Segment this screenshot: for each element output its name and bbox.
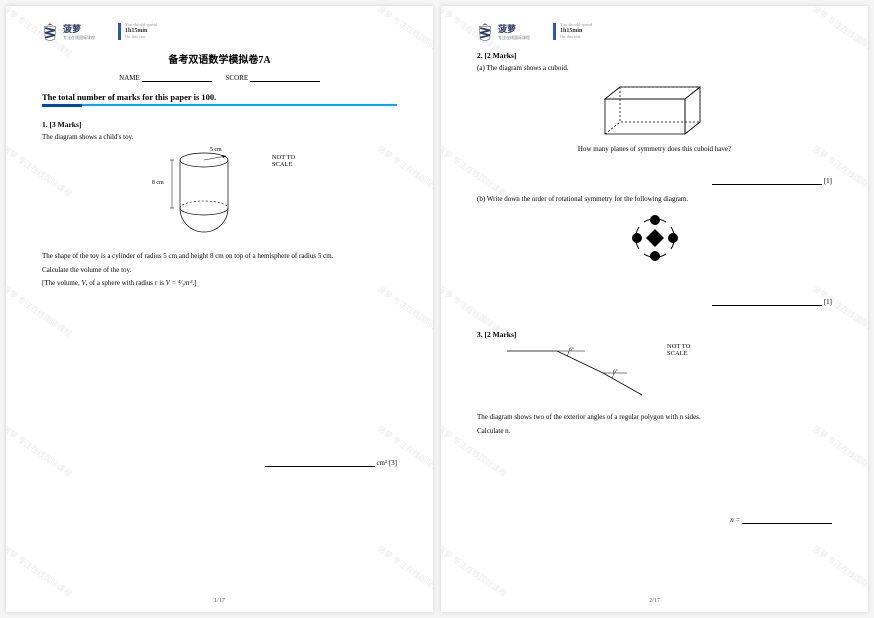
- watermark: 菠萝 专注在线国际课程: [6, 543, 74, 599]
- q1-figure: 5 cm 8 cm: [144, 146, 254, 248]
- q1-b3-is: is: [158, 279, 166, 287]
- q3-ans-label: n =: [730, 516, 740, 524]
- brand-logo-icon: [42, 23, 58, 41]
- q2b-answer-line: [1]: [477, 298, 832, 306]
- brand-sub: 专注在线国际课程: [63, 35, 95, 41]
- brand-sub: 专注在线国际课程: [498, 35, 530, 41]
- time-box: You should spend 1h15min On this test: [553, 23, 592, 39]
- watermark: 菠萝 专注在线国际课程: [441, 543, 509, 599]
- q1-answer-unit: cm³ [3]: [376, 459, 397, 467]
- q1-figure-row: 5 cm 8 cm NOT TO SCALE: [42, 146, 397, 248]
- q1-b3-mid: , of a sphere with radius: [86, 279, 155, 287]
- score-blank[interactable]: [250, 74, 320, 82]
- q3-body2: Calculate n.: [477, 427, 832, 436]
- q1-answer-blank[interactable]: [265, 460, 375, 467]
- watermark: 菠萝 专注在线国际课程: [375, 543, 433, 599]
- time-line3: On this test: [560, 35, 592, 40]
- name-score-row: NAME SCORE: [42, 74, 397, 82]
- q2a-answer-line: [1]: [477, 177, 832, 185]
- header: 菠萝 专注在线国际课程 You should spend 1h15min On …: [477, 22, 832, 41]
- page1-footer: 1/17: [6, 598, 433, 604]
- q3-angle1: 6°: [569, 347, 574, 353]
- q3-body1: The diagram shows two of the exterior an…: [477, 413, 832, 422]
- q1-b3-pre: [The volume,: [42, 279, 81, 287]
- name-label: NAME: [119, 74, 140, 82]
- q2-head: 2. [2 Marks]: [477, 51, 832, 60]
- brand-name-block: 菠萝 专注在线国际课程: [63, 22, 95, 41]
- q1-b3-formula: V = ⁴⁄₃πr³: [166, 279, 193, 287]
- q1-b3-post: .]: [192, 279, 196, 287]
- q3-not-to-scale: NOT TO SCALE: [667, 343, 690, 357]
- watermark: 菠萝 专注在线国际课程: [6, 283, 74, 339]
- q1-head: 1. [3 Marks]: [42, 120, 397, 129]
- time-line3: On this test: [125, 35, 157, 40]
- brand-name-block: 菠萝 专注在线国际课程: [498, 22, 530, 41]
- q1-not-to-scale: NOT TO SCALE: [272, 154, 295, 168]
- q2a-figure: [477, 79, 832, 141]
- q1-dim-h: 8 cm: [152, 180, 164, 186]
- paper-title: 备考双语数学模拟卷7A: [42, 51, 397, 66]
- exam-page-1: 菠萝 专注在线国际课程 菠萝 专注在线国际课程 菠萝 专注在线国际课程 菠萝 专…: [6, 6, 433, 612]
- q2a-question: How many planes of symmetry does this cu…: [477, 145, 832, 154]
- q1-dim-w: 5 cm: [210, 147, 222, 153]
- q2b-figure: [477, 210, 832, 268]
- q3-answer-line: n =: [477, 516, 832, 524]
- watermark: 菠萝 专注在线国际课程: [375, 283, 433, 339]
- q1-answer-line: cm³ [3]: [42, 459, 397, 467]
- time-box: You should spend 1h15min On this test: [118, 23, 157, 39]
- q2a-label: (a) The diagram shows a cuboid.: [477, 64, 569, 72]
- brand-name: 菠萝: [63, 24, 81, 34]
- page2-footer: 2/17: [441, 598, 868, 604]
- q1-body2: Calculate the volume of the toy.: [42, 266, 397, 275]
- exam-page-2: 菠萝 专注在线国际课程 菠萝 专注在线国际课程 菠萝 专注在线国际课程 菠萝 专…: [441, 6, 868, 612]
- watermark: 菠萝 专注在线国际课程: [375, 423, 433, 479]
- watermark: 菠萝 专注在线国际课程: [6, 423, 74, 479]
- q1-intro: The diagram shows a child's toy.: [42, 133, 397, 142]
- q2b-answer-blank[interactable]: [712, 299, 822, 306]
- q3-angle2: 6°: [613, 369, 618, 375]
- header: 菠萝 专注在线国际课程 You should spend 1h15min On …: [42, 22, 397, 41]
- score-label: SCORE: [226, 74, 249, 82]
- watermark: 菠萝 专注在线国际课程: [810, 543, 868, 599]
- q2b-mark: [1]: [824, 298, 832, 306]
- q2a-text: (a) The diagram shows a cuboid.: [477, 64, 832, 73]
- q3-figure: 6° 6°: [507, 343, 647, 399]
- q2b-text: (b) Write down the order of rotational s…: [477, 195, 832, 204]
- q2a-answer-blank[interactable]: [712, 178, 822, 185]
- q2a-mark: [1]: [824, 177, 832, 185]
- marks-banner: The total number of marks for this paper…: [42, 92, 397, 106]
- brand-logo-icon: [477, 23, 493, 41]
- q3-head: 3. [2 Marks]: [477, 330, 832, 339]
- brand-name: 菠萝: [498, 24, 516, 34]
- name-blank[interactable]: [142, 74, 212, 82]
- q3-figure-row: 6° 6° NOT TO SCALE: [507, 343, 832, 399]
- q3-answer-blank[interactable]: [742, 517, 832, 524]
- q1-body1: The shape of the toy is a cylinder of ra…: [42, 252, 397, 261]
- q1-body3: [The volume, V, of a sphere with radius …: [42, 279, 397, 288]
